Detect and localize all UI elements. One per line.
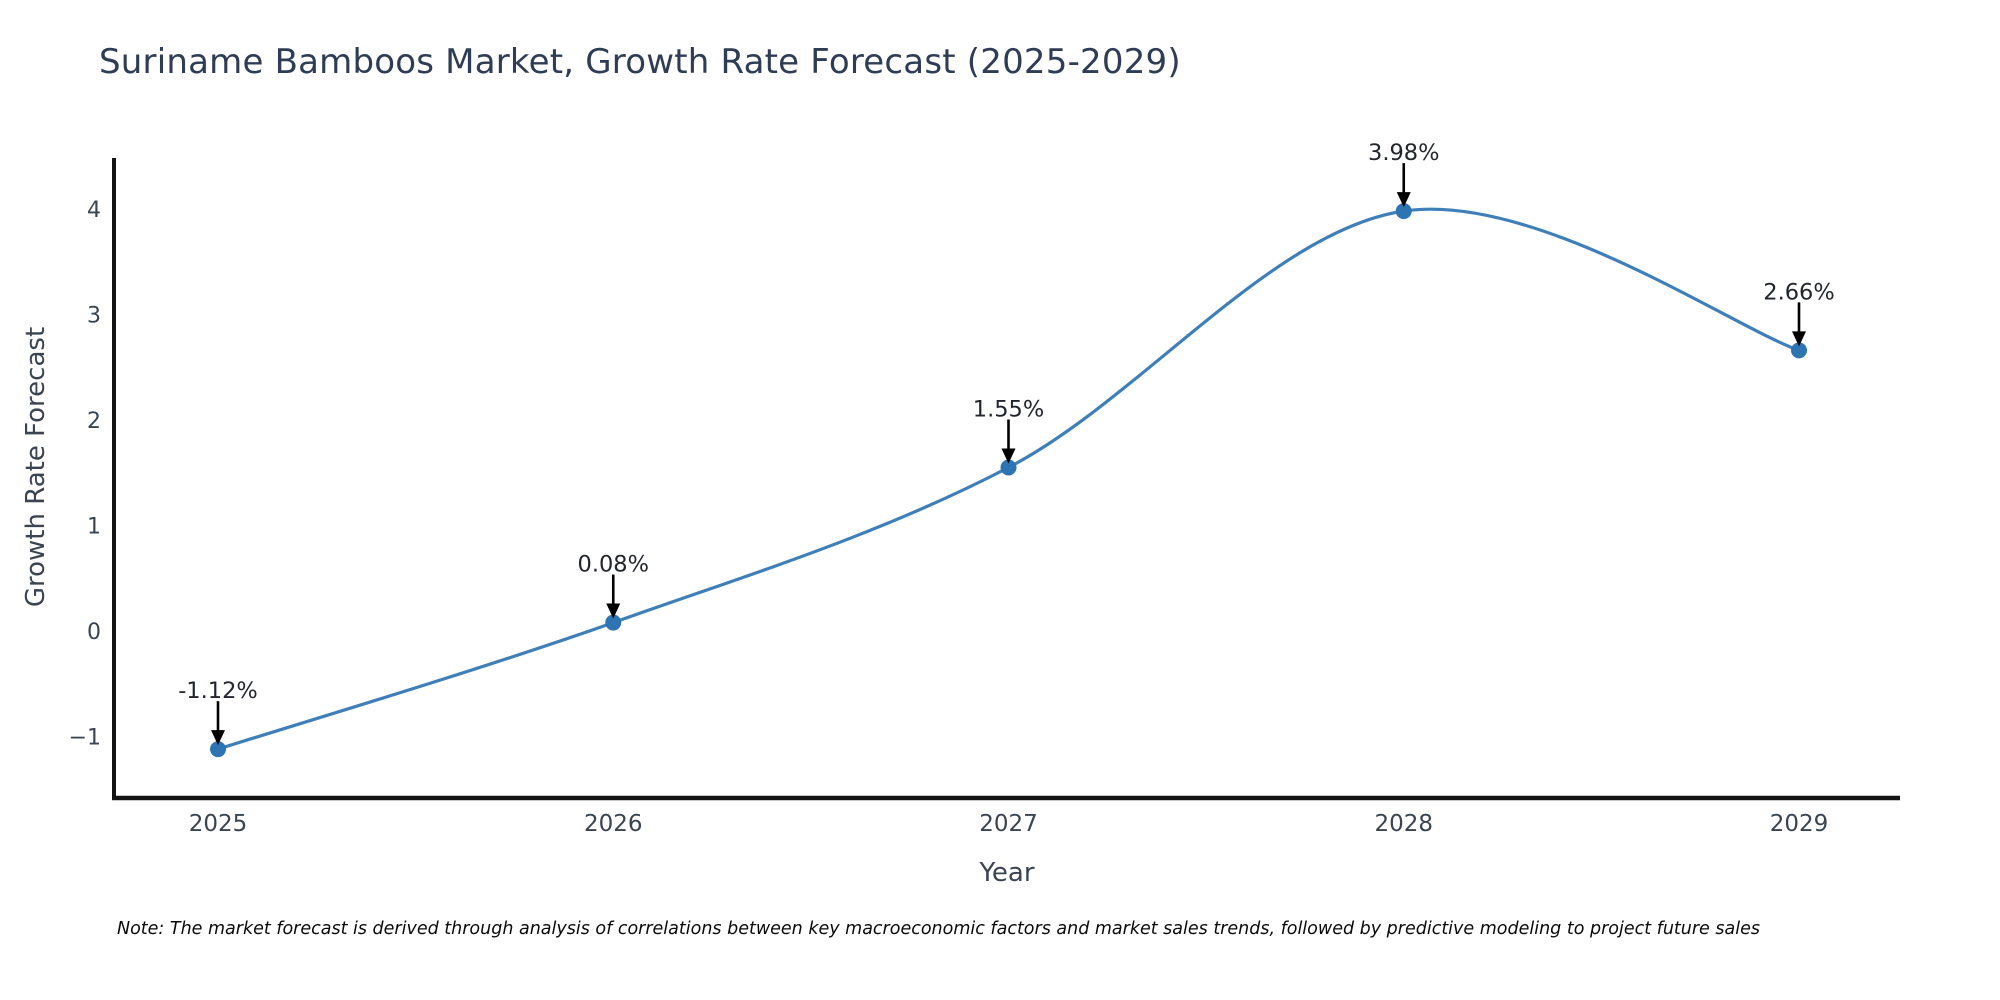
x-tick-label: 2027 [979,811,1038,837]
data-point-label: 1.55% [973,396,1044,422]
annotation-arrow-head [606,603,621,619]
y-tick-label: −1 [69,726,101,751]
x-tick-label: 2025 [189,811,248,837]
y-axis-title: Growth Rate Forecast [21,326,51,608]
annotation-arrow-head [1396,192,1411,208]
x-tick-label: 2029 [1770,811,1829,837]
y-tick-label: 1 [87,515,101,540]
footnote-text: Note: The market forecast is derived thr… [117,919,1760,939]
data-point-marker [210,741,226,758]
forecast-line [216,207,1801,751]
data-point-label: 3.98% [1368,140,1439,166]
data-point-marker [1000,459,1017,476]
data-point-marker [605,614,622,631]
y-tick-label: 4 [87,198,101,223]
data-point-marker [1791,342,1807,359]
data-point-label: 2.66% [1763,279,1834,305]
data-point-marker [1395,203,1412,220]
annotation-arrow-head [1792,331,1806,347]
y-tick-label: 0 [87,620,101,645]
x-tick-label: 2026 [584,811,643,837]
data-point-label: -1.12% [178,678,258,704]
y-tick-label: 2 [87,409,101,434]
chart-title: Suriname Bamboos Market, Growth Rate For… [99,42,1181,82]
y-tick-label: 3 [87,304,101,329]
annotation-arrow-head [1001,448,1016,464]
data-point-label: 0.08% [578,552,649,578]
x-tick-label: 2028 [1374,811,1433,837]
annotation-arrow-head [211,730,225,746]
x-axis-title: Year [979,858,1035,888]
